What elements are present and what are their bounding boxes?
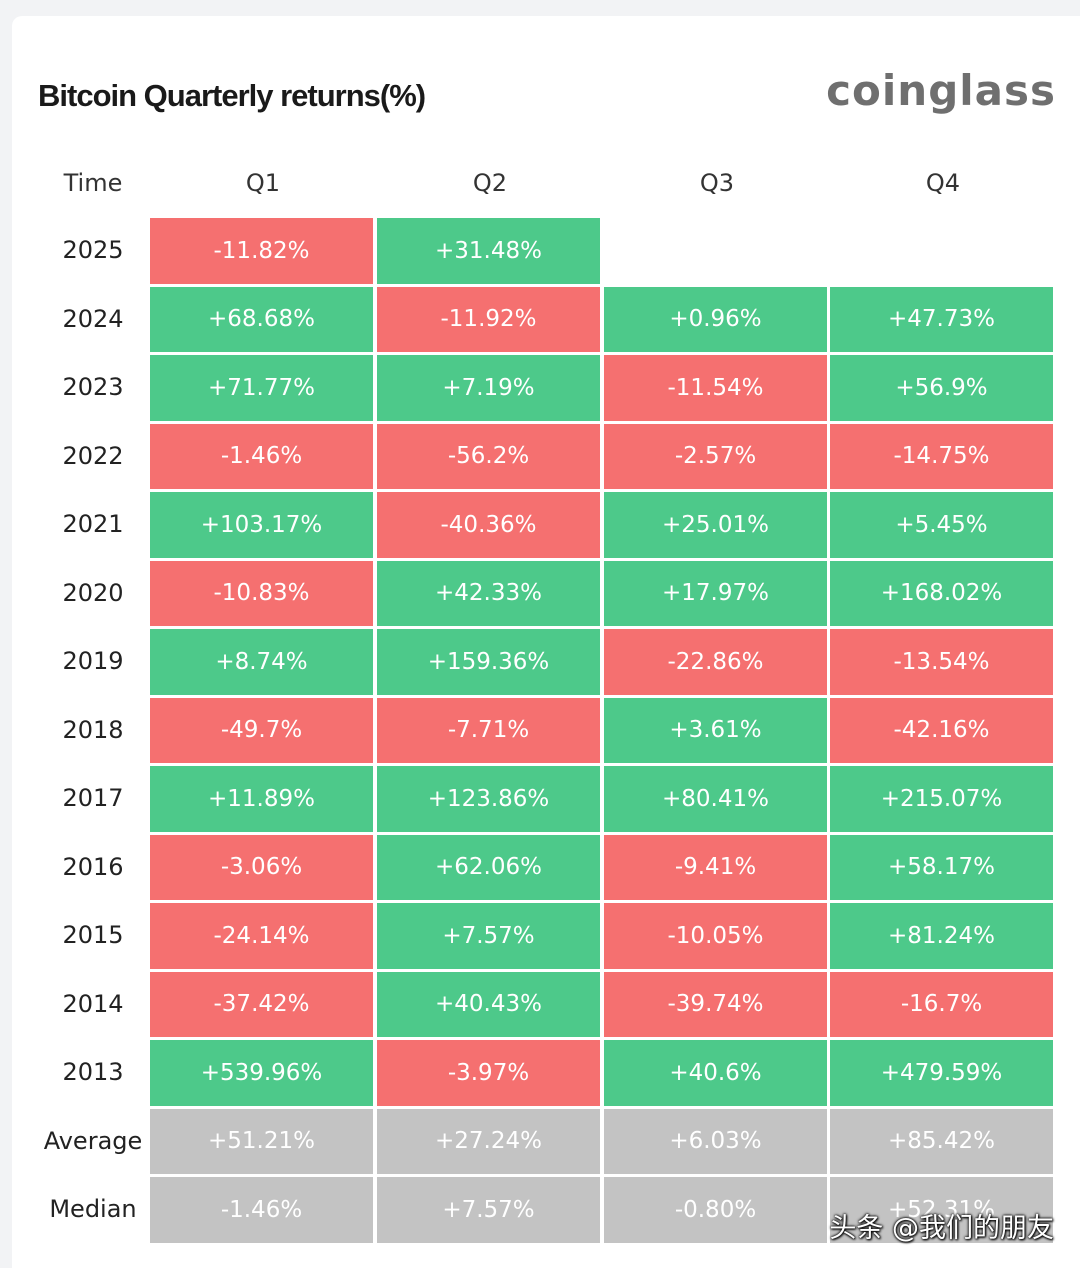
column-header-q1: Q1 xyxy=(245,169,281,197)
return-cell-2017-q1: +11.89% xyxy=(150,766,373,832)
return-cell-2018-q1: -49.7% xyxy=(150,697,373,763)
return-cell-2015-q4: +81.24% xyxy=(830,903,1053,969)
return-cell-2013-q2: -3.97% xyxy=(377,1040,600,1106)
return-cell-2021-q1: +103.17% xyxy=(150,492,373,558)
return-cell-2015-q1: -24.14% xyxy=(150,903,373,969)
return-cell-2024-q4: +47.73% xyxy=(830,286,1053,352)
return-cell-2021-q3: +25.01% xyxy=(604,492,827,558)
return-cell-2015-q3: -10.05% xyxy=(604,903,827,969)
return-cell-median-q1: -1.46% xyxy=(150,1177,373,1243)
return-cell-2016-q2: +62.06% xyxy=(377,834,600,900)
column-header-q3: Q3 xyxy=(699,169,735,197)
return-cell-2013-q1: +539.96% xyxy=(150,1040,373,1106)
return-cell-median-q2: +7.57% xyxy=(377,1177,600,1243)
return-cell-2017-q4: +215.07% xyxy=(830,766,1053,832)
chart-title: Bitcoin Quarterly returns(%) xyxy=(38,78,426,113)
return-cell-2019-q3: -22.86% xyxy=(604,629,827,695)
return-cell-2024-q3: +0.96% xyxy=(604,286,827,352)
return-cell-2023-q4: +56.9% xyxy=(830,355,1053,421)
coinglass-logo: coinglass xyxy=(826,66,1056,115)
row-label-2023: 2023 xyxy=(62,373,124,401)
return-cell-2024-q2: -11.92% xyxy=(377,286,600,352)
row-label-2024: 2024 xyxy=(62,304,124,333)
return-cell-average-q3: +6.03% xyxy=(604,1108,827,1174)
return-cell-2020-q2: +42.33% xyxy=(377,560,600,626)
return-cell-2014-q4: -16.7% xyxy=(830,971,1053,1037)
return-cell-2022-q3: -2.57% xyxy=(604,423,827,489)
column-header-q2: Q2 xyxy=(472,169,508,197)
column-header-time: Time xyxy=(63,169,123,197)
row-label-2015: 2015 xyxy=(62,921,124,949)
return-cell-median-q4: +52.31% xyxy=(830,1177,1053,1243)
row-label-2025: 2025 xyxy=(62,236,124,264)
return-cell-2018-q2: -7.71% xyxy=(377,697,600,763)
return-cell-average-q4: +85.42% xyxy=(830,1108,1053,1174)
return-cell-2023-q1: +71.77% xyxy=(150,355,373,421)
return-cell-2020-q1: -10.83% xyxy=(150,560,373,626)
return-cell-2016-q1: -3.06% xyxy=(150,834,373,900)
return-cell-average-q1: +51.21% xyxy=(150,1108,373,1174)
return-cell-2021-q2: -40.36% xyxy=(377,492,600,558)
return-cell-2025-q1: -11.82% xyxy=(150,218,373,284)
return-cell-2016-q4: +58.17% xyxy=(830,834,1053,900)
row-label-average: Average xyxy=(43,1126,143,1155)
return-cell-2014-q2: +40.43% xyxy=(377,971,600,1037)
row-label-2016: 2016 xyxy=(62,852,124,881)
return-cell-2020-q4: +168.02% xyxy=(830,560,1053,626)
return-cell-2023-q3: -11.54% xyxy=(604,355,827,421)
return-cell-2017-q3: +80.41% xyxy=(604,766,827,832)
return-cell-2020-q3: +17.97% xyxy=(604,560,827,626)
row-label-2013: 2013 xyxy=(62,1058,124,1086)
row-label-2022: 2022 xyxy=(62,441,124,470)
return-cell-median-q3: -0.80% xyxy=(604,1177,827,1243)
return-cell-2014-q1: -37.42% xyxy=(150,971,373,1037)
row-label-2017: 2017 xyxy=(62,784,124,812)
return-cell-2018-q4: -42.16% xyxy=(830,697,1053,763)
return-cell-2013-q3: +40.6% xyxy=(604,1040,827,1106)
row-label-2018: 2018 xyxy=(62,715,124,744)
return-cell-2025-q2: +31.48% xyxy=(377,218,600,284)
return-cell-2022-q2: -56.2% xyxy=(377,423,600,489)
return-cell-2014-q3: -39.74% xyxy=(604,971,827,1037)
return-cell-2024-q1: +68.68% xyxy=(150,286,373,352)
return-cell-2017-q2: +123.86% xyxy=(377,766,600,832)
return-cell-average-q2: +27.24% xyxy=(377,1108,600,1174)
row-label-2021: 2021 xyxy=(62,510,124,538)
row-label-2020: 2020 xyxy=(62,578,124,607)
return-cell-2019-q1: +8.74% xyxy=(150,629,373,695)
return-cell-2021-q4: +5.45% xyxy=(830,492,1053,558)
return-cell-2015-q2: +7.57% xyxy=(377,903,600,969)
row-label-2019: 2019 xyxy=(62,647,124,675)
return-cell-2022-q1: -1.46% xyxy=(150,423,373,489)
return-cell-2013-q4: +479.59% xyxy=(830,1040,1053,1106)
return-cell-2022-q4: -14.75% xyxy=(830,423,1053,489)
return-cell-2019-q2: +159.36% xyxy=(377,629,600,695)
return-cell-2018-q3: +3.61% xyxy=(604,697,827,763)
row-label-median: Median xyxy=(49,1195,137,1223)
row-label-2014: 2014 xyxy=(62,989,124,1018)
return-cell-2016-q3: -9.41% xyxy=(604,834,827,900)
watermark-text: 头条 @我们的朋友 xyxy=(829,1213,1054,1244)
return-cell-2019-q4: -13.54% xyxy=(830,629,1053,695)
column-header-q4: Q4 xyxy=(925,169,961,197)
return-cell-2023-q2: +7.19% xyxy=(377,355,600,421)
